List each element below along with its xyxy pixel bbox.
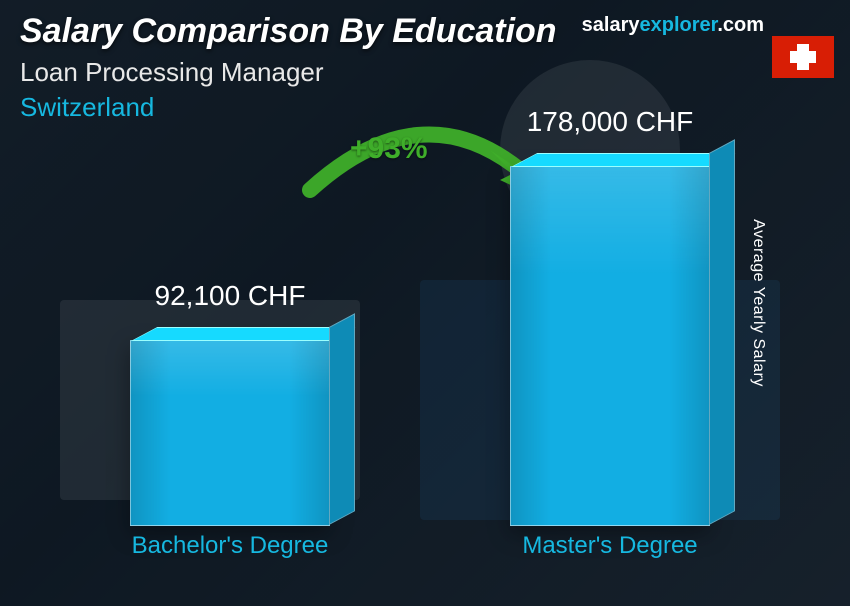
brand-part-c: .com [717,14,764,36]
bar-side-face [709,139,735,525]
bar-body [130,340,330,526]
chart-subtitle: Loan Processing Manager [20,57,830,88]
infographic-stage: Salary Comparison By Education Loan Proc… [0,0,850,606]
brand-part-b: explorer [639,14,717,36]
delta-label: +93% [350,132,428,166]
bar-0: 92,100 CHF Bachelor's Degree [130,340,330,526]
bar-body [510,166,710,526]
bar-category-label: Bachelor's Degree [80,532,380,560]
bar-1: 178,000 CHF Master's Degree [510,166,710,526]
bar-side-face [329,313,355,525]
bar-top-face [131,327,355,341]
flag-icon [772,36,834,78]
bar-chart: +93% 92,100 CHF Bachelor's Degree 178,00… [40,160,780,556]
brand-part-a: salary [582,14,640,36]
bar-top-face [511,153,735,167]
bar-value-label: 178,000 CHF [460,106,760,138]
bar-category-label: Master's Degree [460,532,760,560]
brand-logo: salaryexplorer.com [582,14,764,37]
bar-value-label: 92,100 CHF [80,280,380,312]
flag-cross [790,51,816,63]
